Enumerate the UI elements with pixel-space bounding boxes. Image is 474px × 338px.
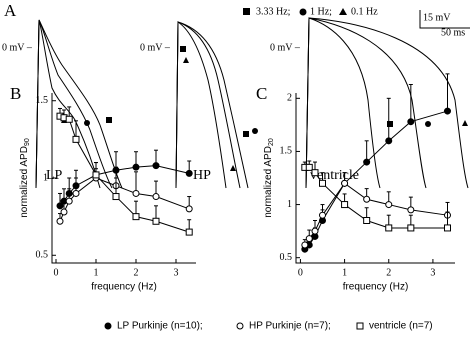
x-tick-label: 2 xyxy=(134,267,139,278)
data-point xyxy=(363,195,371,203)
x-axis-label: frequency (Hz) xyxy=(91,282,157,293)
data-point xyxy=(132,213,140,221)
data-point xyxy=(311,227,319,235)
x-tick-label: 1 xyxy=(94,267,99,278)
x-tick-label: 2 xyxy=(386,267,391,278)
data-point xyxy=(185,169,193,177)
data-point xyxy=(185,228,193,236)
data-point xyxy=(65,197,73,205)
panel-label: B xyxy=(10,84,21,103)
y-tick-label: 1.5 xyxy=(36,95,49,106)
legend-marker xyxy=(243,8,250,15)
data-point xyxy=(152,162,160,170)
y-tick-label: 2 xyxy=(287,93,292,104)
scale-bar xyxy=(419,10,470,29)
data-point xyxy=(56,217,64,225)
data-point xyxy=(407,206,415,214)
data-point xyxy=(132,163,140,171)
data-point xyxy=(363,217,371,224)
lp-traces xyxy=(35,19,123,189)
data-point xyxy=(236,322,244,330)
data-point xyxy=(443,224,451,232)
data-point xyxy=(385,137,393,145)
zero-label: 0 mV – xyxy=(270,42,301,53)
y-tick-label: 1 xyxy=(43,172,48,183)
data-point xyxy=(305,235,313,243)
data-point xyxy=(356,322,364,330)
data-point xyxy=(363,158,371,166)
data-point xyxy=(319,211,326,219)
data-point xyxy=(132,189,140,197)
y-axis-label-sub: 20 xyxy=(268,138,275,146)
x-tick-label: 0 xyxy=(298,267,303,278)
trace-label: HP xyxy=(193,168,211,183)
zero-label: 0 mV – xyxy=(2,42,33,53)
panel-label: A xyxy=(4,1,17,20)
data-point xyxy=(305,163,313,171)
legend-marker xyxy=(299,8,307,16)
data-point xyxy=(319,179,326,187)
data-point xyxy=(443,107,451,115)
x-axis-label: frequency (Hz) xyxy=(343,282,409,293)
series-line xyxy=(59,115,190,233)
data-point xyxy=(112,193,120,201)
y-tick-label: 1.5 xyxy=(280,146,293,157)
data-point xyxy=(60,208,68,216)
data-point xyxy=(185,205,193,213)
y-tick-label: 1 xyxy=(287,199,292,210)
series-line xyxy=(59,177,190,222)
legend-text: 1 Hz; xyxy=(310,6,332,17)
y-tick-label: 0.5 xyxy=(36,250,49,261)
legend-marker xyxy=(339,8,347,15)
data-point xyxy=(92,171,100,179)
data-point xyxy=(56,202,64,210)
legend-text: LP Purkinje (n=10); xyxy=(117,321,203,332)
y-tick-label: 0.5 xyxy=(280,252,293,263)
y-axis-label: normalized APD90 xyxy=(19,138,31,218)
y-axis-label: normalized APD20 xyxy=(263,138,275,218)
x-tick-label: 1 xyxy=(342,267,347,278)
legend-text: HP Purkinje (n=7); xyxy=(249,321,331,332)
axes xyxy=(295,93,455,264)
legend-text: 0.1 Hz xyxy=(351,6,378,17)
data-point xyxy=(65,115,73,123)
trace-label: LP xyxy=(46,168,63,183)
data-point xyxy=(152,193,160,201)
y-axis-label-sub: 90 xyxy=(24,138,31,146)
data-point xyxy=(407,118,415,126)
data-point xyxy=(341,201,349,209)
zero-label: 0 mV – xyxy=(140,42,171,53)
scale-label: 50 ms xyxy=(441,27,465,38)
x-tick-label: 3 xyxy=(174,267,179,278)
panel-label: C xyxy=(256,84,267,103)
data-point xyxy=(311,169,319,177)
y-axis-label-main: normalized APD xyxy=(263,146,274,218)
data-point xyxy=(301,241,309,249)
data-point xyxy=(72,189,80,197)
legend: LP Purkinje (n=10); HP Purkinje (n=7); ven… xyxy=(117,321,433,332)
data-point xyxy=(152,217,160,225)
axes xyxy=(51,93,196,264)
legend-text: ventricle (n=7) xyxy=(369,321,433,332)
legend-text: 3.33 Hz; xyxy=(256,6,291,17)
ventricle-traces xyxy=(305,17,469,189)
data-point xyxy=(385,224,393,232)
data-point xyxy=(341,179,349,187)
x-tick-label: 0 xyxy=(54,267,59,278)
y-axis-label-main: normalized APD xyxy=(19,146,30,218)
data-point xyxy=(407,224,415,232)
scale-label: 15 mV xyxy=(423,12,451,23)
data-point xyxy=(385,201,393,209)
x-tick-label: 3 xyxy=(430,267,435,278)
data-point xyxy=(72,135,80,143)
hp-traces xyxy=(175,21,258,189)
data-point xyxy=(104,322,112,330)
